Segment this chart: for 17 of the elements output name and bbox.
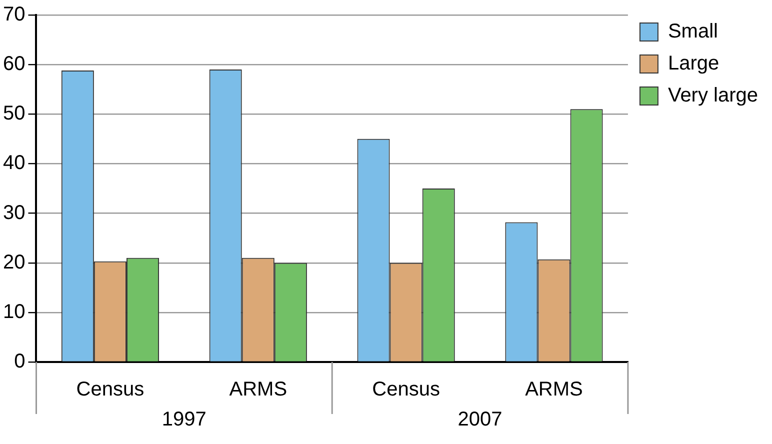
legend-label: Very large [668, 84, 758, 107]
y-tick-label: 40 [2, 152, 26, 174]
y-tick-label: 50 [2, 102, 26, 125]
text: 1997 [162, 408, 206, 431]
y-tick-label: 60 [2, 53, 26, 76]
x-tick-label: Census [76, 378, 144, 401]
y-tick-label: 30 [2, 202, 26, 224]
text: 2007 [458, 408, 502, 431]
y-tick-label: 70 [2, 4, 26, 26]
x-tick-label: ARMS [525, 378, 583, 401]
legend-label: Small [668, 20, 718, 43]
y-tick-label: 20 [2, 251, 26, 274]
y-tick-label: 0 [14, 350, 26, 373]
x-tick-label: ARMS [229, 378, 288, 401]
legend-label: Large [668, 52, 720, 75]
x-tick-label: Census [372, 378, 440, 401]
y-tick-label: 10 [2, 300, 26, 323]
